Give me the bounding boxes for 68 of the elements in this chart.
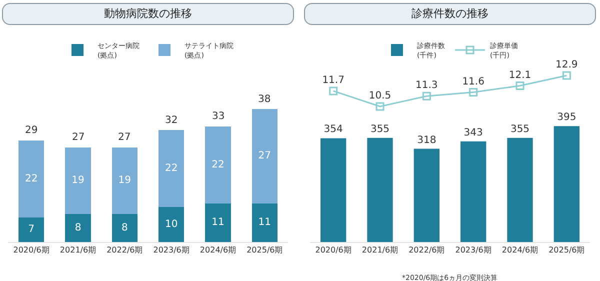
data-label: 22 (164, 162, 178, 174)
data-label: 12.1 (508, 70, 532, 81)
point (422, 92, 431, 100)
data-label: 11.6 (462, 76, 484, 88)
bar (112, 147, 138, 214)
bar (414, 148, 440, 242)
data-label: 318 (417, 134, 436, 146)
point (376, 102, 384, 111)
x-tick-label: 2023/6期 (455, 246, 492, 255)
point (516, 82, 524, 90)
chart-title: 診療件数の推移 (304, 3, 596, 25)
point (469, 88, 478, 96)
data-label: 7 (28, 224, 35, 236)
bar (158, 206, 184, 242)
data-label: 8 (74, 222, 82, 234)
data-label: 11.3 (416, 80, 438, 92)
data-label: 355 (510, 124, 530, 135)
bar (507, 138, 533, 242)
x-tick-label: 2024/6期 (200, 246, 236, 255)
bar (205, 126, 231, 204)
data-label: 8 (121, 222, 128, 234)
data-label: 22 (24, 173, 38, 184)
bar (18, 140, 44, 218)
chart-title: 動物病院数の推移 (2, 3, 294, 25)
x-tick-label: 2020/6期 (13, 246, 50, 255)
total-label: 38 (258, 94, 271, 105)
data-label: 22 (212, 159, 224, 170)
bar (252, 108, 278, 204)
x-tick-label: 2023/6期 (153, 246, 190, 255)
x-tick-label: 2025/6期 (548, 246, 585, 255)
bar (205, 203, 231, 242)
data-label: 10 (164, 218, 178, 230)
bar (18, 217, 44, 242)
point (329, 86, 338, 96)
data-label: 395 (557, 112, 576, 124)
data-label: 355 (370, 124, 390, 135)
data-label: 19 (118, 175, 132, 186)
data-label: 10.5 (368, 90, 392, 102)
data-label: 19 (72, 175, 84, 186)
x-tick-label: 2022/6期 (106, 246, 143, 255)
data-label: 12.9 (556, 60, 578, 71)
data-label: 343 (464, 127, 483, 138)
x-tick-label: 2024/6期 (502, 246, 538, 255)
bar (158, 130, 184, 207)
x-tick-label: 2020/6期 (315, 246, 352, 255)
bar (252, 203, 278, 242)
x-tick-label: 2025/6期 (246, 246, 283, 255)
total-label: 33 (212, 111, 225, 122)
total-label: 32 (165, 115, 178, 126)
data-label: 11 (212, 217, 224, 228)
bar (460, 141, 486, 242)
total-label: 27 (118, 132, 131, 143)
total-label: 29 (25, 125, 38, 136)
x-tick-label: 2021/6期 (60, 246, 96, 255)
bar (112, 214, 138, 242)
total-label: 27 (72, 132, 85, 143)
data-label: 11.7 (322, 75, 344, 86)
bar (65, 147, 91, 214)
x-tick-label: 2022/6期 (408, 246, 445, 255)
data-label: 354 (324, 124, 343, 136)
bar (367, 138, 393, 242)
bar (65, 214, 91, 242)
bar (320, 138, 346, 242)
data-label: 11 (258, 217, 272, 228)
data-label: 27 (258, 150, 272, 162)
bar (554, 126, 580, 242)
x-tick-label: 2021/6期 (362, 246, 398, 255)
point (562, 71, 571, 80)
